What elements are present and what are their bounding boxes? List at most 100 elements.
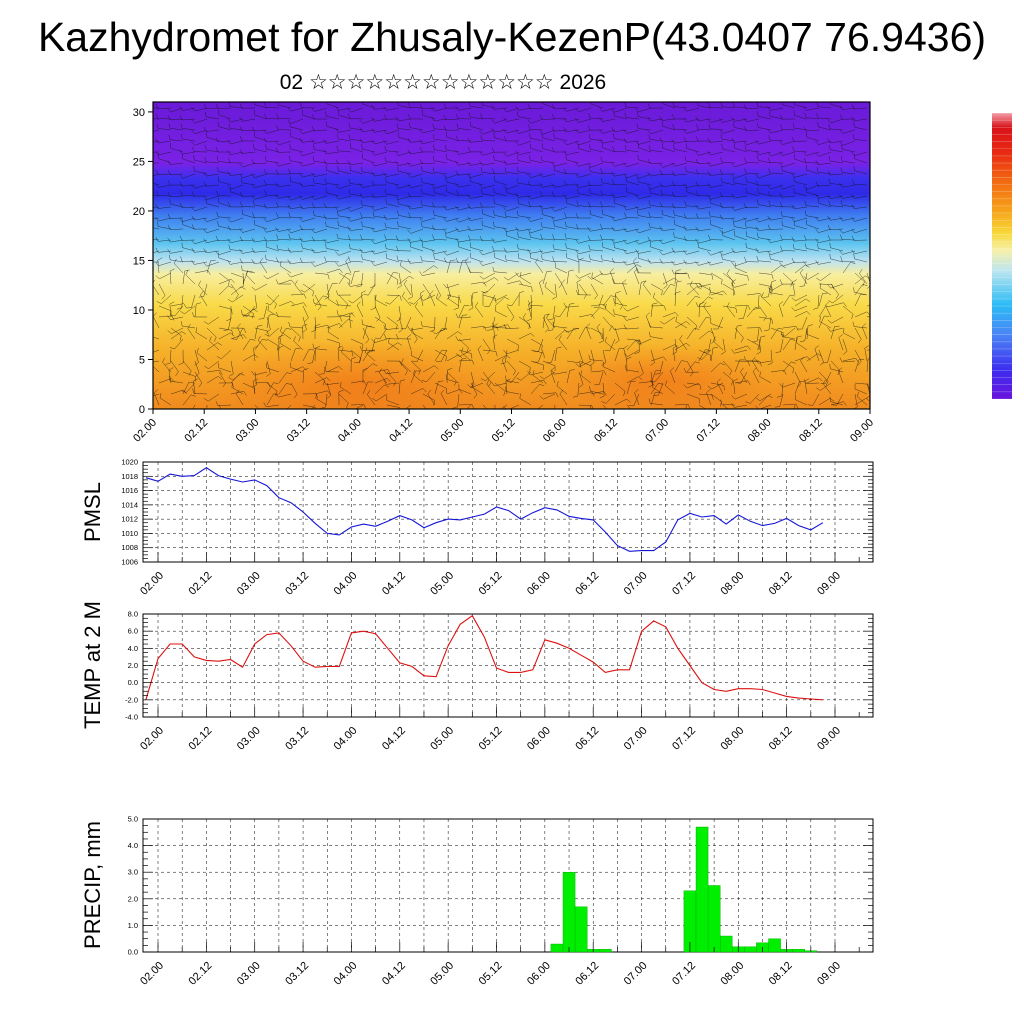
- wind-barb-feather: [790, 339, 796, 341]
- wind-barb: [206, 161, 220, 164]
- wind-barb: [734, 261, 748, 267]
- wind-barb: [746, 217, 760, 222]
- wind-barb-feather: [527, 173, 531, 179]
- wind-barb-feather: [492, 322, 495, 328]
- wind-barb-feather: [564, 212, 567, 218]
- wind-barb-feather: [383, 214, 387, 220]
- wind-barb-feather: [264, 190, 267, 196]
- wind-barb: [578, 118, 592, 123]
- wind-barb: [650, 371, 653, 385]
- wind-barb-feather: [493, 155, 495, 161]
- wind-barb-feather: [169, 301, 175, 305]
- wind-barb-feather: [277, 102, 279, 106]
- wind-barb-feather: [383, 140, 387, 145]
- wind-barb: [446, 136, 460, 142]
- wind-barb-feather: [780, 201, 783, 207]
- wind-barb-feather: [761, 292, 764, 298]
- wind-barb: [434, 215, 448, 219]
- wind-barb-feather: [493, 132, 495, 138]
- wind-barb-feather: [564, 233, 567, 239]
- wind-barb: [254, 224, 268, 230]
- wind-barb: [254, 104, 268, 109]
- wind-barb-feather: [767, 215, 771, 221]
- wind-barb-feather: [179, 335, 182, 341]
- wind-barb-feather: [311, 107, 315, 112]
- wind-barb: [302, 195, 316, 200]
- wind-barb: [290, 326, 304, 329]
- wind-barb-feather: [324, 366, 327, 372]
- wind-barb-feather: [179, 174, 183, 179]
- wind-barb: [830, 247, 844, 252]
- wind-barb-feather: [298, 336, 301, 342]
- wind-barb-feather: [528, 300, 531, 306]
- wind-barb: [242, 314, 256, 318]
- wind-barb: [806, 224, 820, 230]
- wind-barb: [153, 183, 160, 186]
- wind-barb-feather: [591, 405, 594, 409]
- wind-barb-feather: [791, 204, 795, 210]
- wind-barb: [386, 400, 400, 406]
- wind-barb: [278, 393, 292, 398]
- wind-barb: [758, 272, 772, 275]
- wind-barb-feather: [671, 114, 675, 120]
- wind-barb: [614, 294, 623, 306]
- wind-barb: [278, 348, 280, 362]
- wind-barb-feather: [371, 116, 375, 122]
- wind-barb-feather: [337, 220, 339, 226]
- wind-barb: [806, 191, 820, 197]
- wind-barb: [495, 310, 508, 318]
- wind-barb: [350, 162, 364, 166]
- wind-barb-feather: [665, 380, 668, 386]
- wind-barb: [770, 265, 782, 274]
- wind-barb: [590, 304, 604, 307]
- wind-barb: [639, 338, 652, 345]
- wind-barb-feather: [384, 145, 387, 151]
- wind-barb: [794, 173, 808, 178]
- wind-barb: [326, 183, 340, 186]
- wind-barb-feather: [623, 316, 627, 321]
- wind-barb-feather: [613, 111, 615, 117]
- wind-barb-feather: [755, 218, 759, 223]
- wind-barb: [314, 161, 328, 164]
- wind-barb-feather: [866, 285, 870, 289]
- wind-barb: [266, 206, 280, 209]
- wind-barb: [542, 226, 556, 230]
- wind-barb: [278, 117, 292, 120]
- wind-barb-feather: [385, 302, 390, 305]
- wind-barb-feather: [731, 248, 735, 253]
- wind-barb-feather: [176, 307, 182, 310]
- wind-barb-feather: [360, 200, 363, 206]
- wind-barb: [794, 217, 808, 222]
- wind-barb-feather: [302, 413, 307, 415]
- wind-barb-feather: [311, 236, 315, 242]
- wind-barb-feather: [623, 260, 627, 266]
- wind-barb-feather: [659, 226, 663, 231]
- wind-barb-feather: [351, 357, 357, 360]
- wind-barb-feather: [685, 342, 691, 347]
- wind-barb: [638, 215, 652, 219]
- wind-barb: [153, 349, 160, 353]
- wind-barb: [254, 136, 268, 142]
- wind-barb-feather: [780, 234, 783, 240]
- wind-barb: [194, 107, 208, 112]
- wind-barb-feather: [660, 189, 663, 195]
- wind-barb-feather: [167, 169, 171, 175]
- wind-barb-feather: [348, 279, 351, 285]
- wind-barb-feather: [264, 254, 267, 260]
- wind-barb-feather: [546, 313, 550, 319]
- wind-barb: [194, 393, 208, 395]
- pmsl-xtick-label: 05.00: [428, 570, 456, 598]
- temp-xtick-label: 03.00: [235, 725, 263, 753]
- wind-barb: [206, 136, 220, 142]
- wind-barb: [444, 316, 448, 330]
- wind-barb: [674, 321, 687, 329]
- wind-barb: [314, 272, 328, 275]
- wind-barb: [854, 294, 861, 307]
- wind-barb-feather: [336, 210, 339, 216]
- wind-barb-feather: [731, 403, 735, 408]
- wind-barb-feather: [265, 302, 271, 306]
- wind-barb: [410, 246, 424, 252]
- wind-barb: [698, 305, 712, 308]
- wind-barb: [770, 151, 784, 157]
- wind-barb: [379, 327, 388, 340]
